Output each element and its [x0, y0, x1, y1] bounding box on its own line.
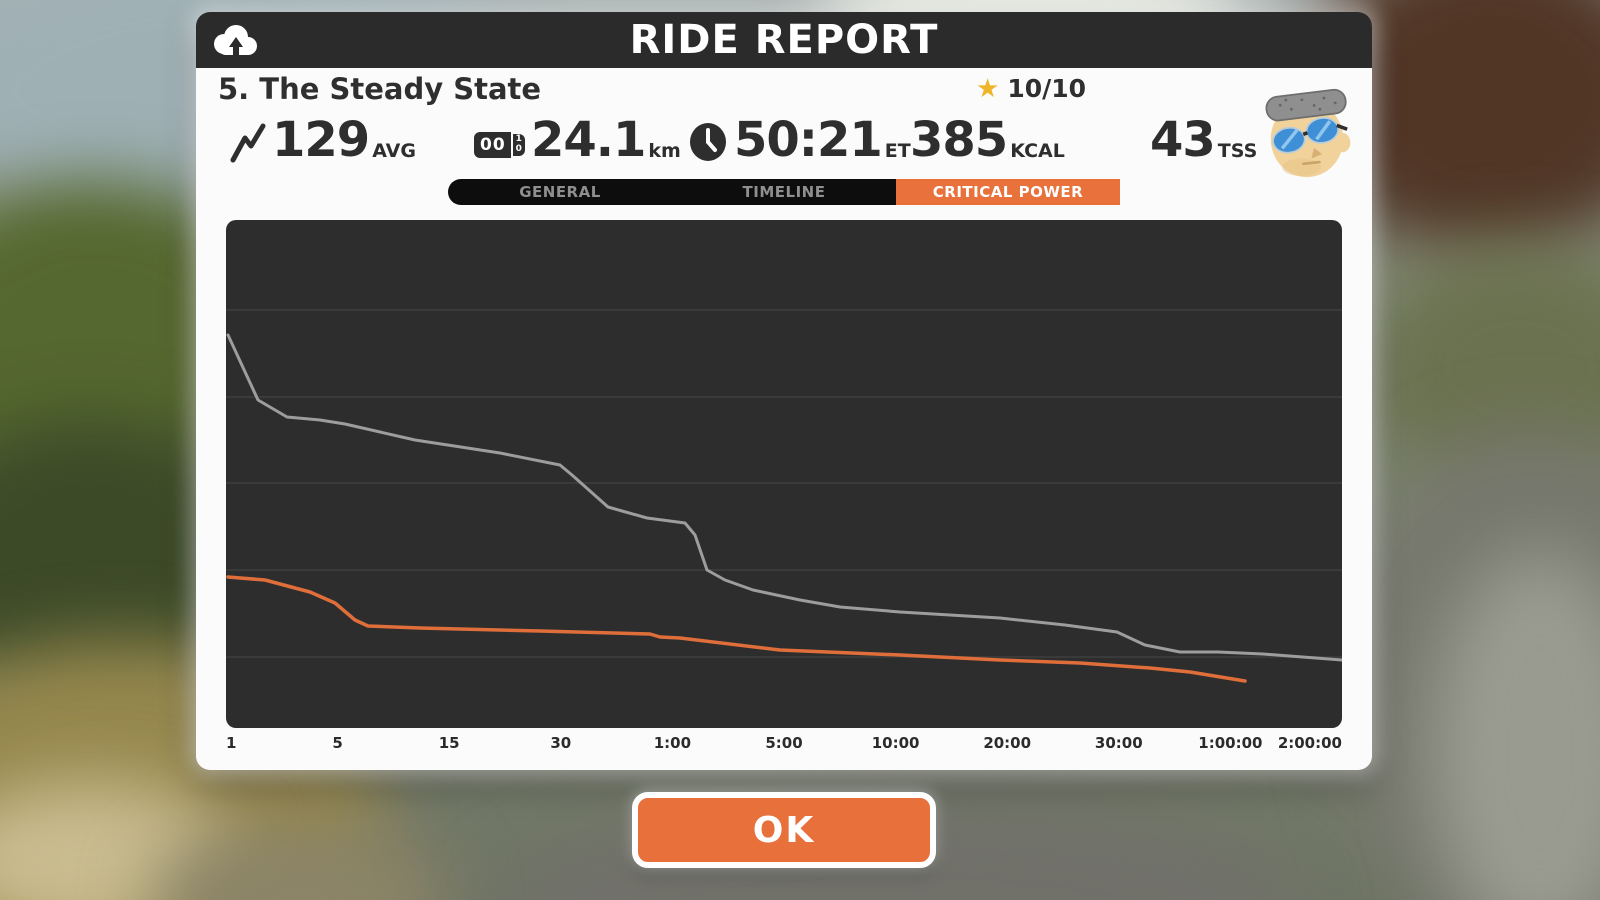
- x-axis-tick-label: 1:00:00: [1198, 734, 1263, 752]
- stat-elapsed-time: 50:21 ET: [688, 116, 911, 164]
- stat-distance: 00 1 0 24.1 km: [474, 116, 681, 164]
- stat-value: 50:21: [734, 112, 883, 168]
- dialog-title: RIDE REPORT: [629, 17, 939, 63]
- stat-calories: 385 KCAL: [910, 116, 1065, 164]
- chart-x-axis: 1 5 15 30 1:00 5:00 10:00 20:00 30:00 1:00:00 2:00…: [226, 734, 1342, 756]
- odometer-icon: 00 1 0: [474, 132, 525, 158]
- best-efforts-curve-gray: [226, 333, 1342, 662]
- stat-unit: AVG: [372, 140, 416, 162]
- stat-unit: ET: [884, 140, 911, 162]
- critical-power-plot: [226, 309, 1342, 683]
- critical-power-chart: [226, 220, 1342, 728]
- stat-unit: km: [648, 140, 681, 162]
- lightning-icon: [230, 123, 266, 163]
- stat-avg-power: 129 AVG: [230, 116, 416, 164]
- x-axis-tick-label: 15: [438, 734, 460, 752]
- workout-score: 10/10: [1007, 74, 1087, 103]
- x-axis-tick-label: 1:00: [653, 734, 692, 752]
- tab-timeline[interactable]: TIMELINE: [742, 183, 826, 201]
- x-axis-tick-label: 10:00: [871, 734, 920, 752]
- tab-general[interactable]: GENERAL: [519, 183, 601, 201]
- x-axis-tick-label: 20:00: [983, 734, 1032, 752]
- stat-value: 385: [910, 112, 1008, 168]
- x-axis-tick-label: 5:00: [765, 734, 803, 752]
- report-tabbar: GENERAL TIMELINE CRITICAL POWER: [448, 179, 1120, 205]
- stat-value: 43: [1150, 112, 1216, 168]
- stat-unit: KCAL: [1010, 140, 1065, 162]
- stat-unit: TSS: [1217, 140, 1258, 162]
- workout-score-group: ★ 10/10: [976, 74, 1086, 103]
- ok-button[interactable]: OK: [632, 792, 936, 868]
- x-axis-tick-label: 2:00:00: [1277, 734, 1342, 752]
- x-axis-tick-label: 1: [226, 734, 237, 752]
- x-axis-tick-label: 30: [550, 734, 572, 752]
- stat-value: 129: [272, 112, 370, 168]
- x-axis-tick-label: 30:00: [1094, 734, 1143, 752]
- tab-critical-power[interactable]: CRITICAL POWER: [896, 179, 1120, 205]
- clock-icon: [690, 123, 726, 161]
- headband: [1265, 88, 1347, 122]
- cloud-upload-icon: [214, 25, 257, 55]
- this-ride-curve-orange: [226, 575, 1247, 683]
- dialog-header: RIDE REPORT: [196, 12, 1372, 68]
- stat-value: 24.1: [530, 112, 646, 168]
- ride-report-dialog: RIDE REPORT 5. The Steady State ★ 10/10 …: [196, 12, 1372, 770]
- stat-training-stress: 43 TSS: [1150, 116, 1257, 164]
- rider-avatar: [1265, 88, 1351, 178]
- x-axis-tick-label: 5: [332, 734, 343, 752]
- star-icon: ★: [976, 73, 1000, 104]
- sunglasses: [1272, 117, 1348, 154]
- workout-title: 5. The Steady State: [218, 72, 542, 106]
